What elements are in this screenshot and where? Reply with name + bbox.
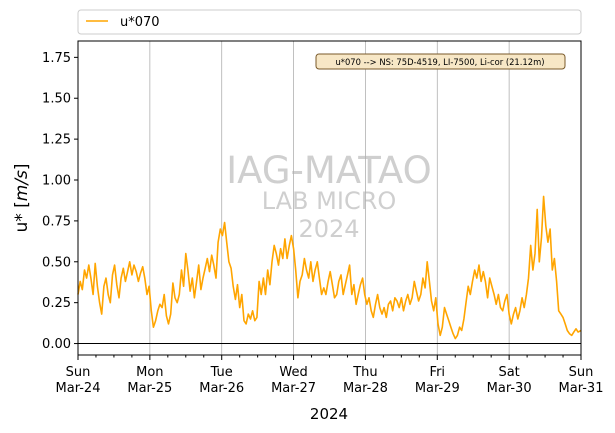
x-tick-date-5: Mar-29 xyxy=(415,381,460,396)
x-tick-day-1: Mon xyxy=(136,365,163,380)
x-tick-date-4: Mar-28 xyxy=(343,381,388,396)
x-tick-day-7: Sun xyxy=(569,365,594,380)
watermark-line-2: LAB MICRO xyxy=(262,187,397,215)
legend-label: u*070 xyxy=(120,15,160,30)
x-axis-label: 2024 xyxy=(310,405,348,423)
annotation-background xyxy=(315,53,566,70)
y-tick-label-0: 0.00 xyxy=(42,337,71,352)
x-tick-date-7: Mar-31 xyxy=(559,381,604,396)
y-tick-label-7: 1.75 xyxy=(42,51,71,66)
y-axis-label-unit: m/s xyxy=(12,170,32,201)
x-tick-date-2: Mar-26 xyxy=(199,381,244,396)
y-tick-label-5: 1.25 xyxy=(42,133,71,148)
y-tick-label-4: 1.00 xyxy=(42,174,71,189)
x-tick-date-1: Mar-25 xyxy=(127,381,172,396)
legend-box xyxy=(77,9,582,35)
y-tick-label-3: 0.75 xyxy=(42,214,71,229)
watermark: IAG-MATAO LAB MICRO 2024 xyxy=(226,149,431,243)
legend: u*070 xyxy=(77,9,582,35)
x-tick-day-0: Sun xyxy=(66,365,91,380)
y-tick-label-1: 0.25 xyxy=(42,296,71,311)
x-tick-day-4: Thu xyxy=(352,365,377,380)
series-line-u-star-070 xyxy=(77,195,582,340)
vertical-gridlines xyxy=(149,41,510,355)
x-tick-date-0: Mar-24 xyxy=(56,381,101,396)
x-tick-date-3: Mar-27 xyxy=(271,381,316,396)
y-axis-label-main: u* [ xyxy=(12,201,32,232)
y-tick-label-2: 0.50 xyxy=(42,255,71,270)
x-tick-day-6: Sat xyxy=(498,365,519,380)
y-axis-ticks: 0.00 0.25 0.50 0.75 1.00 1.25 1.50 1.75 xyxy=(42,51,78,352)
annotation-text: u*070 --> NS: 75D-4519, LI-7500, Li-cor … xyxy=(335,57,544,67)
y-tick-label-6: 1.50 xyxy=(42,92,71,107)
watermark-line-1: IAG-MATAO xyxy=(226,149,431,192)
annotation-box: u*070 --> NS: 75D-4519, LI-7500, Li-cor … xyxy=(315,53,566,70)
x-tick-date-6: Mar-30 xyxy=(487,381,532,396)
x-tick-day-2: Tue xyxy=(210,365,233,380)
y-axis-label: u* [m/s] xyxy=(12,163,32,232)
y-axis-label-close: ] xyxy=(12,163,32,170)
watermark-line-3: 2024 xyxy=(298,215,359,243)
x-axis-ticks: SunMar-24MonMar-25TueMar-26WedMar-27ThuM… xyxy=(56,355,604,396)
x-tick-day-5: Fri xyxy=(430,365,446,380)
x-tick-day-3: Wed xyxy=(279,365,307,380)
